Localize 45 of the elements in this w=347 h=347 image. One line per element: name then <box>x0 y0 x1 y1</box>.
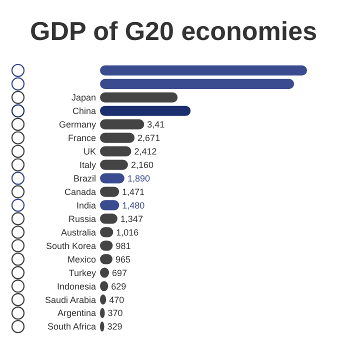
bar <box>100 146 132 156</box>
bar <box>100 106 191 116</box>
bar <box>100 92 178 102</box>
y-tick-label: Mexico <box>67 254 96 264</box>
bar <box>100 200 120 210</box>
data-label: 470 <box>109 294 124 305</box>
data-label: 965 <box>115 254 131 264</box>
bar <box>100 78 294 89</box>
data-label: 329 <box>107 322 122 332</box>
y-tick-label: Indonesia <box>56 281 96 292</box>
bar <box>100 65 307 76</box>
data-label: 2,671 <box>138 132 160 143</box>
data-label: 1,347 <box>120 214 143 224</box>
chart-title: GDP of G20 economies <box>30 16 318 46</box>
y-tick-label: South Korea <box>46 240 96 251</box>
y-tick-label: France <box>68 132 96 143</box>
y-tick-label: Australia <box>60 227 96 238</box>
bar <box>100 160 128 170</box>
y-tick-label: Canada <box>64 186 96 197</box>
y-tick-label: UK <box>83 146 96 156</box>
y-tick-label: Brazil <box>73 173 96 184</box>
data-label: 1,016 <box>116 227 139 238</box>
y-tick-label: China <box>72 106 96 116</box>
y-tick-label: Germany <box>58 120 96 130</box>
data-label: 981 <box>116 240 131 251</box>
data-label: 629 <box>111 281 126 292</box>
bar <box>100 173 124 184</box>
data-label: 1,480 <box>122 200 145 210</box>
data-label: 2,160 <box>130 160 154 170</box>
y-tick-label: India <box>76 200 96 210</box>
data-label: 697 <box>112 268 128 278</box>
y-tick-label: Turkey <box>68 268 96 278</box>
y-tick-label: Italy <box>79 160 96 170</box>
bar <box>100 119 144 130</box>
bar <box>100 132 135 143</box>
y-tick-label: South Africa <box>47 322 96 332</box>
annotation: 3,41 <box>147 120 165 130</box>
data-label: 1,471 <box>122 186 145 197</box>
data-label: 1,890 <box>127 173 150 184</box>
data-label: 370 <box>108 308 123 318</box>
y-tick-label: Saudi Arabia <box>44 294 96 305</box>
y-tick-label: Russia <box>68 214 96 224</box>
y-tick-label: Japan <box>71 92 96 103</box>
data-label: 2,412 <box>134 146 157 156</box>
y-tick-label: Argentina <box>57 308 96 318</box>
